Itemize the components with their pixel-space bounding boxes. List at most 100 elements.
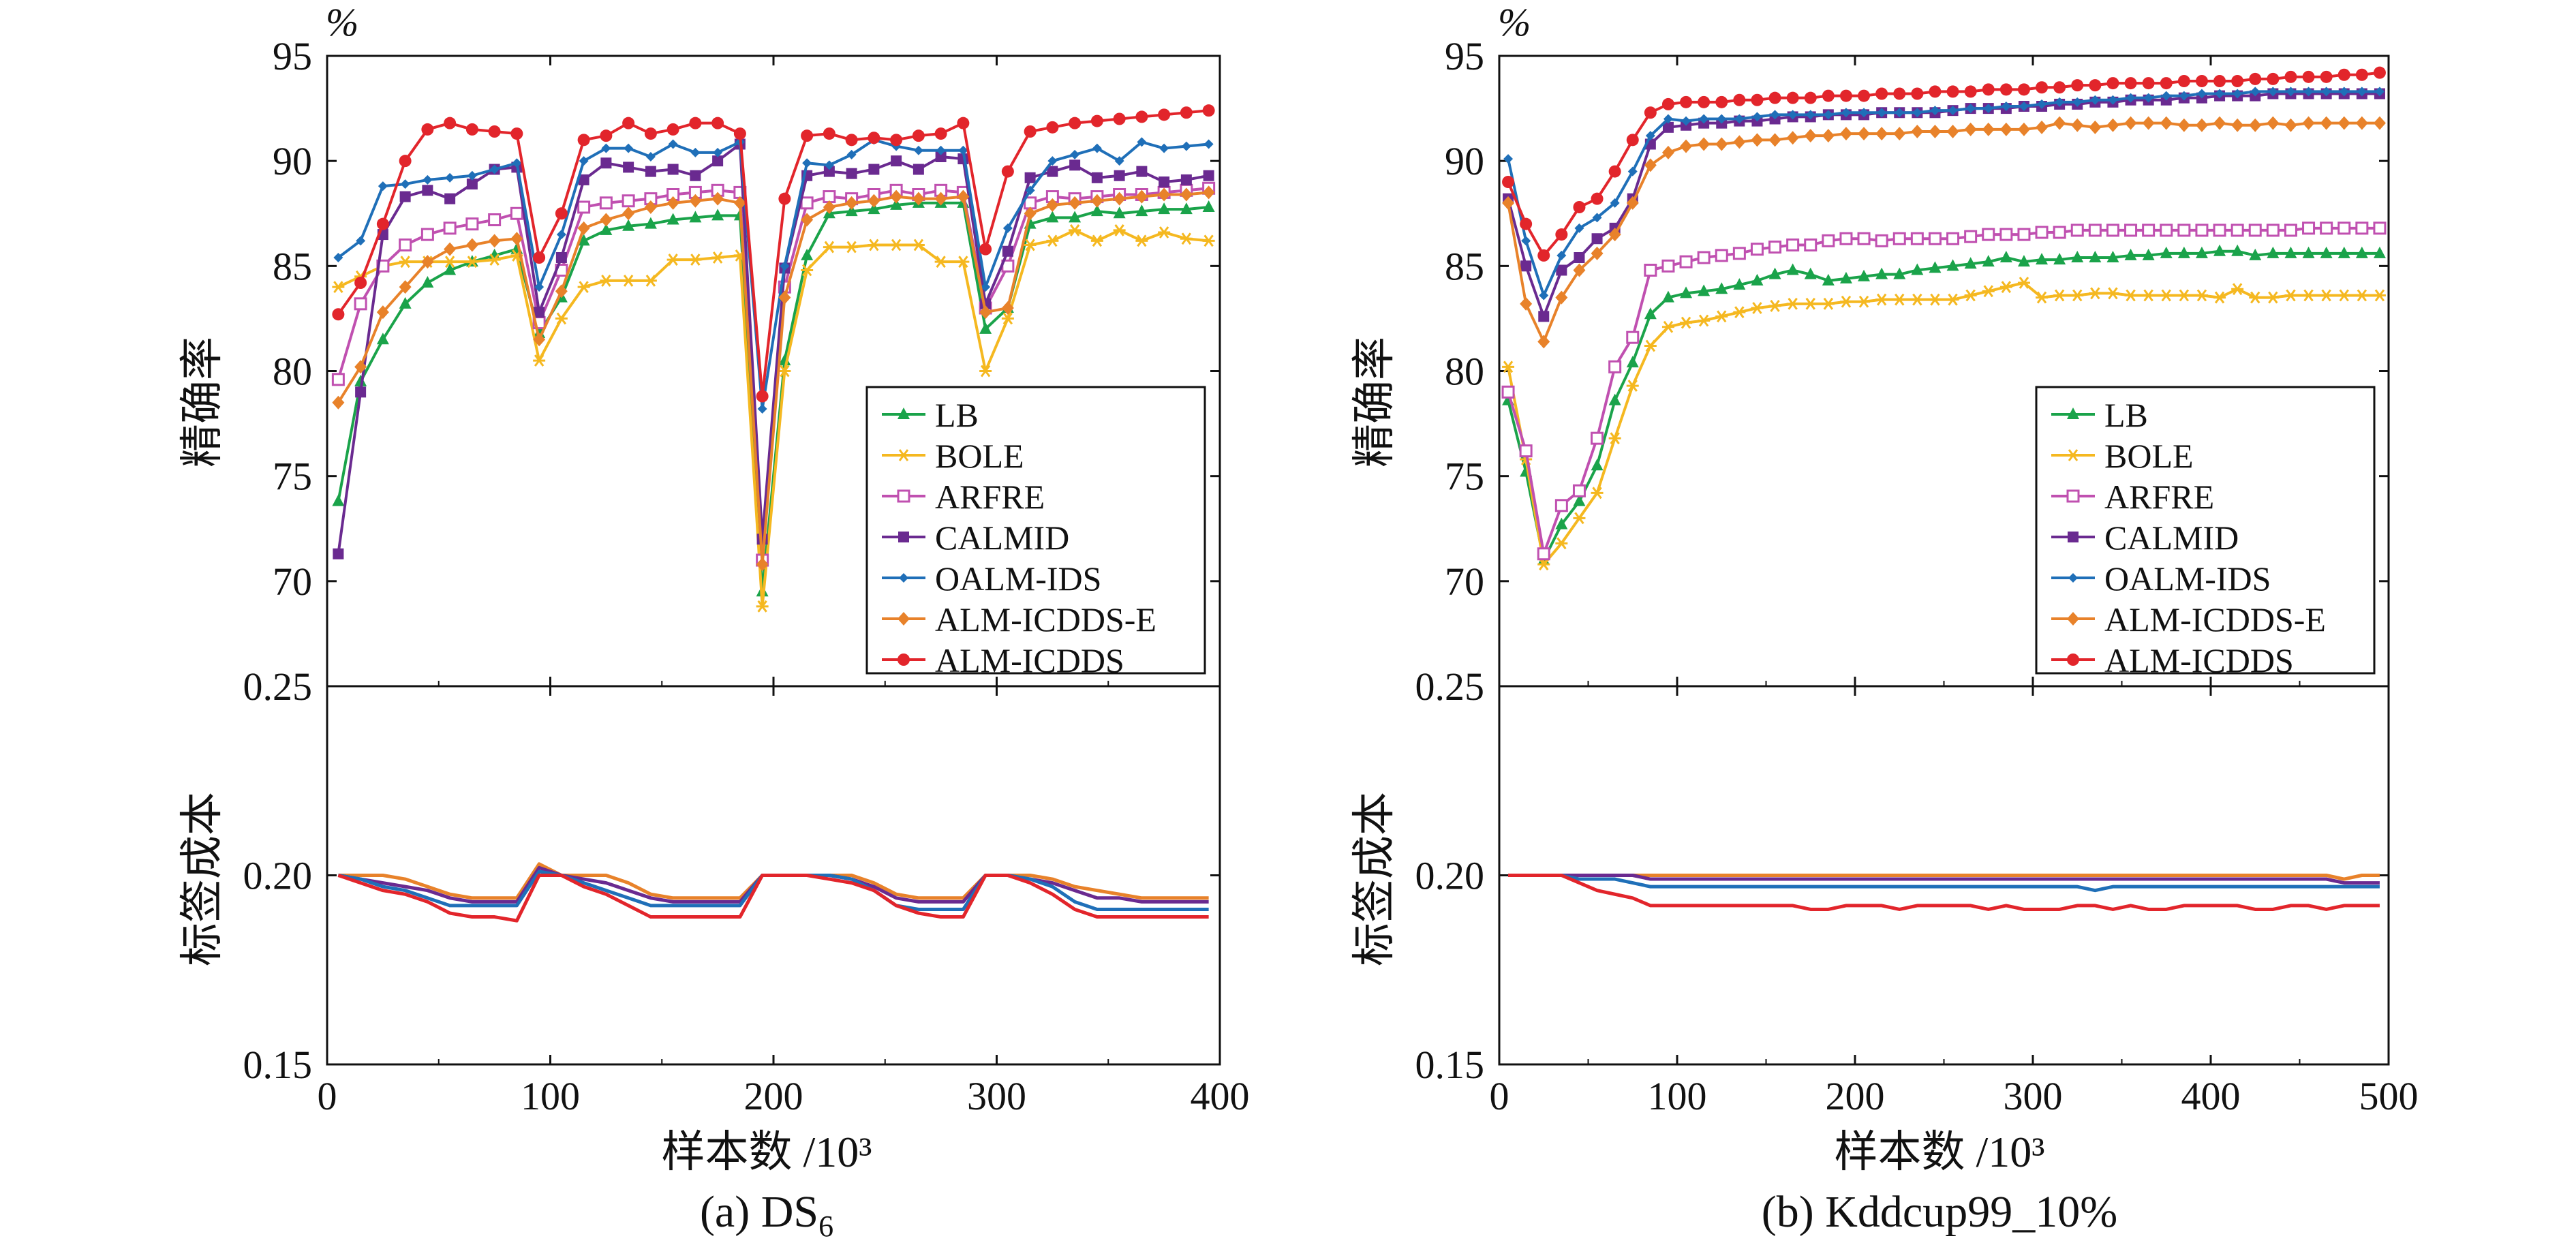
data-point-bole — [2337, 289, 2350, 302]
data-point-bole — [465, 256, 478, 268]
data-point-alm-icdds-e — [1024, 206, 1037, 221]
data-point-bole-stroke — [1948, 293, 1958, 306]
data-point-arfre — [1554, 499, 1568, 512]
data-point-lb — [2036, 253, 2049, 265]
legend-marker-stroke — [2068, 449, 2079, 461]
data-point-oalm-ids — [1823, 110, 1833, 120]
data-point-arfre — [1537, 547, 1550, 561]
series-line-alm-icdds — [337, 874, 1209, 923]
legend: LBBOLEARFRECALMIDOALM-IDSALM-ICDDS-EALM-… — [865, 386, 1206, 679]
data-point-oalm-ids — [333, 253, 343, 262]
data-point-calmid — [1136, 166, 1148, 177]
data-point-oalm-ids — [1699, 114, 1709, 124]
data-point-oalm-ids — [1752, 112, 1762, 122]
data-point-bole — [2017, 277, 2030, 289]
data-point-arfre — [1679, 255, 1693, 268]
data-point-alm-icdds — [1661, 97, 1674, 110]
data-point-alm-icdds — [1999, 83, 2012, 96]
data-point-bole — [1135, 234, 1148, 247]
data-point-alm-icdds — [1858, 89, 1871, 102]
data-point-oalm-ids — [1181, 141, 1191, 151]
data-point-alm-icdds-e — [2124, 116, 2137, 130]
caption-b: (b) Kddcup99_10% — [1762, 1187, 2117, 1237]
data-point-alm-icdds-e — [2231, 118, 2244, 132]
data-point-bole-stroke — [489, 253, 500, 266]
data-point-alm-icdds-e — [354, 360, 367, 374]
data-point-alm-icdds-e — [957, 189, 970, 204]
data-point-bole — [1858, 295, 1871, 308]
legend-item-alm-icdds-e: ALM-ICDDS-E — [882, 600, 1156, 639]
series-oalm-ids — [1508, 874, 2380, 893]
data-point-bole-stroke — [1047, 234, 1058, 247]
data-point-bole — [1202, 234, 1215, 247]
data-point-bole-stroke — [1698, 314, 1709, 327]
data-point-alm-icdds — [1202, 104, 1215, 117]
data-point-alm-icdds-e — [2373, 116, 2386, 130]
caption-a-sub: 6 — [818, 1210, 833, 1243]
data-point-bole — [1999, 281, 2012, 294]
data-point-bole-stroke — [1627, 380, 1638, 392]
data-point-oalm-ids — [1645, 131, 1655, 141]
series-alm-icdds-e — [1502, 116, 2386, 349]
data-point-arfre — [1999, 228, 2013, 241]
x-tick-label: 500 — [2359, 1074, 2419, 1118]
data-point-bole — [868, 239, 880, 251]
data-point-alm-icdds-e — [1608, 228, 1621, 242]
data-point-bole — [1661, 320, 1674, 333]
data-point-alm-icdds — [1113, 112, 1126, 125]
data-point-calmid — [1091, 172, 1103, 183]
data-point-alm-icdds — [2195, 75, 2208, 87]
unit-label-a: % — [326, 0, 358, 44]
data-point-lb — [2160, 246, 2173, 258]
data-point-bole — [2071, 289, 2084, 302]
data-point-bole-stroke — [1876, 293, 1887, 306]
legend-label: ALM-ICDDS-E — [935, 600, 1156, 639]
series-bole — [1502, 277, 2386, 571]
data-point-lb — [2142, 248, 2155, 260]
data-point-lb — [1964, 257, 1977, 269]
data-point-calmid — [891, 155, 902, 167]
data-point-arfre — [1804, 239, 1818, 251]
data-point-oalm-ids — [668, 139, 678, 149]
data-point-arfre — [2070, 224, 2084, 237]
data-point-lb — [1858, 269, 1871, 281]
data-point-bole — [2320, 289, 2333, 302]
data-point-bole — [2213, 291, 2226, 304]
data-point-arfre — [2373, 221, 2387, 235]
data-point-alm-icdds — [2142, 77, 2155, 90]
data-point-lb — [2355, 246, 2368, 258]
data-point-arfre — [1839, 232, 1853, 245]
data-point-oalm-ids — [1047, 156, 1058, 166]
legend-label: BOLE — [935, 437, 1024, 475]
data-point-alm-icdds — [1875, 87, 1888, 100]
data-point-lb — [2302, 246, 2315, 258]
series-alm-icdds — [1502, 66, 2386, 262]
legend-item-arfre: ARFRE — [882, 478, 1045, 516]
data-point-alm-icdds-e — [1158, 187, 1171, 202]
data-point-lb — [1893, 267, 1906, 279]
data-point-bole — [2231, 283, 2244, 296]
data-point-alm-icdds-e — [666, 196, 679, 210]
series-alm-icdds — [1508, 874, 2380, 911]
data-point-arfre — [2195, 224, 2209, 237]
data-point-alm-icdds-e — [600, 213, 613, 227]
legend-label: OALM-IDS — [2104, 559, 2271, 598]
data-point-bole — [1822, 297, 1835, 310]
legend-box — [2035, 386, 2376, 675]
ylabel-labelcost-a: 标签成本 — [178, 792, 226, 966]
data-point-bole — [1786, 297, 1799, 310]
data-point-calmid — [868, 164, 880, 175]
data-point-lb — [421, 276, 434, 288]
data-point-bole-stroke — [1203, 234, 1214, 247]
data-point-arfre — [1964, 230, 1978, 243]
xlabel-a: 样本数 /10³ — [662, 1128, 872, 1176]
data-point-lb — [354, 374, 367, 386]
data-point-bole-stroke — [2339, 289, 2349, 302]
data-point-alm-icdds-e — [2267, 116, 2280, 130]
data-point-bole — [1698, 314, 1711, 327]
data-point-alm-icdds-e — [2284, 118, 2297, 132]
data-point-bole-stroke — [1592, 487, 1602, 499]
data-point-alm-icdds-e — [1680, 139, 1693, 153]
data-point-alm-icdds-e — [1520, 296, 1533, 311]
series-alm-icdds-e — [332, 185, 1215, 572]
